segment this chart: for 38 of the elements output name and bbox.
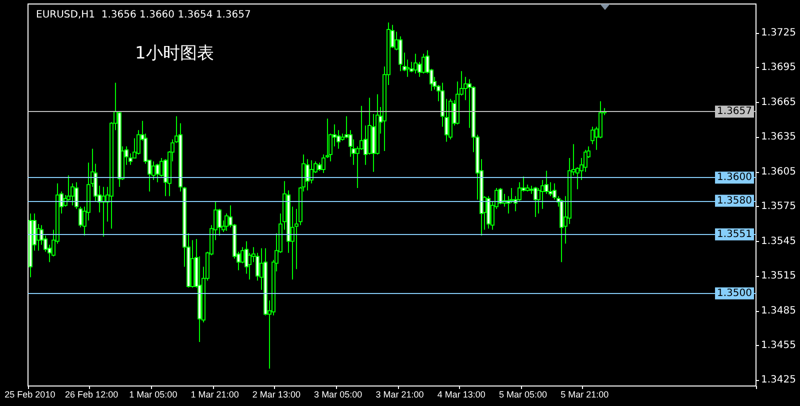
candlestick	[156, 163, 160, 183]
x-tick-label: 26 Feb 12:00	[65, 390, 118, 400]
y-tick-label: 1.3455	[761, 340, 796, 351]
candlestick	[540, 179, 544, 210]
y-tick-label: 1.3635	[761, 132, 796, 143]
ref-line-label: 1.3500	[717, 288, 752, 299]
x-tick-label: 1 Mar 21:00	[190, 390, 239, 400]
candlestick	[102, 186, 106, 238]
x-tick-label: 3 Mar 21:00	[376, 390, 424, 400]
x-tick-label: 1 Mar 05:00	[129, 390, 178, 400]
y-tick-label: 1.3575	[761, 201, 796, 212]
x-tick-label: 4 Mar 13:00	[437, 390, 486, 400]
y-tick-label: 1.3695	[761, 62, 796, 74]
y-tick-label: 1.3485	[761, 305, 796, 316]
candlestick	[310, 160, 314, 184]
y-tick-label: 1.3425	[761, 374, 796, 386]
ref-line-label: 1.3580	[717, 195, 752, 206]
y-tick-label: 1.3515	[761, 270, 796, 282]
y-tick-label: 1.3605	[761, 166, 796, 178]
x-tick-label: 3 Mar 05:00	[314, 390, 362, 400]
y-tick-label: 1.3725	[761, 27, 796, 38]
candlestick	[306, 158, 310, 191]
candlestick	[406, 59, 410, 78]
candlestick	[414, 53, 418, 74]
x-tick-label: 25 Feb 2010	[4, 390, 56, 400]
candlestick	[498, 188, 502, 205]
y-tick-label: 1.3545	[761, 236, 796, 247]
x-tick-label: 5 Mar 05:00	[498, 390, 547, 400]
candlestick	[422, 53, 426, 74]
x-tick-label: 5 Mar 21:00	[560, 390, 609, 400]
candlestick	[218, 208, 222, 236]
x-tick-label: 2 Mar 13:00	[252, 390, 300, 400]
text: 1小时图表	[135, 44, 214, 64]
y-tick-label: 1.3665	[761, 96, 796, 108]
ref-line-label: 1.3600	[717, 172, 752, 184]
ref-line-label: 1.3551	[717, 228, 752, 240]
text: EURUSD,H1 1.3656 1.3660 1.3654 1.3657	[36, 10, 251, 20]
ref-line-label: 1.3657	[717, 106, 752, 118]
